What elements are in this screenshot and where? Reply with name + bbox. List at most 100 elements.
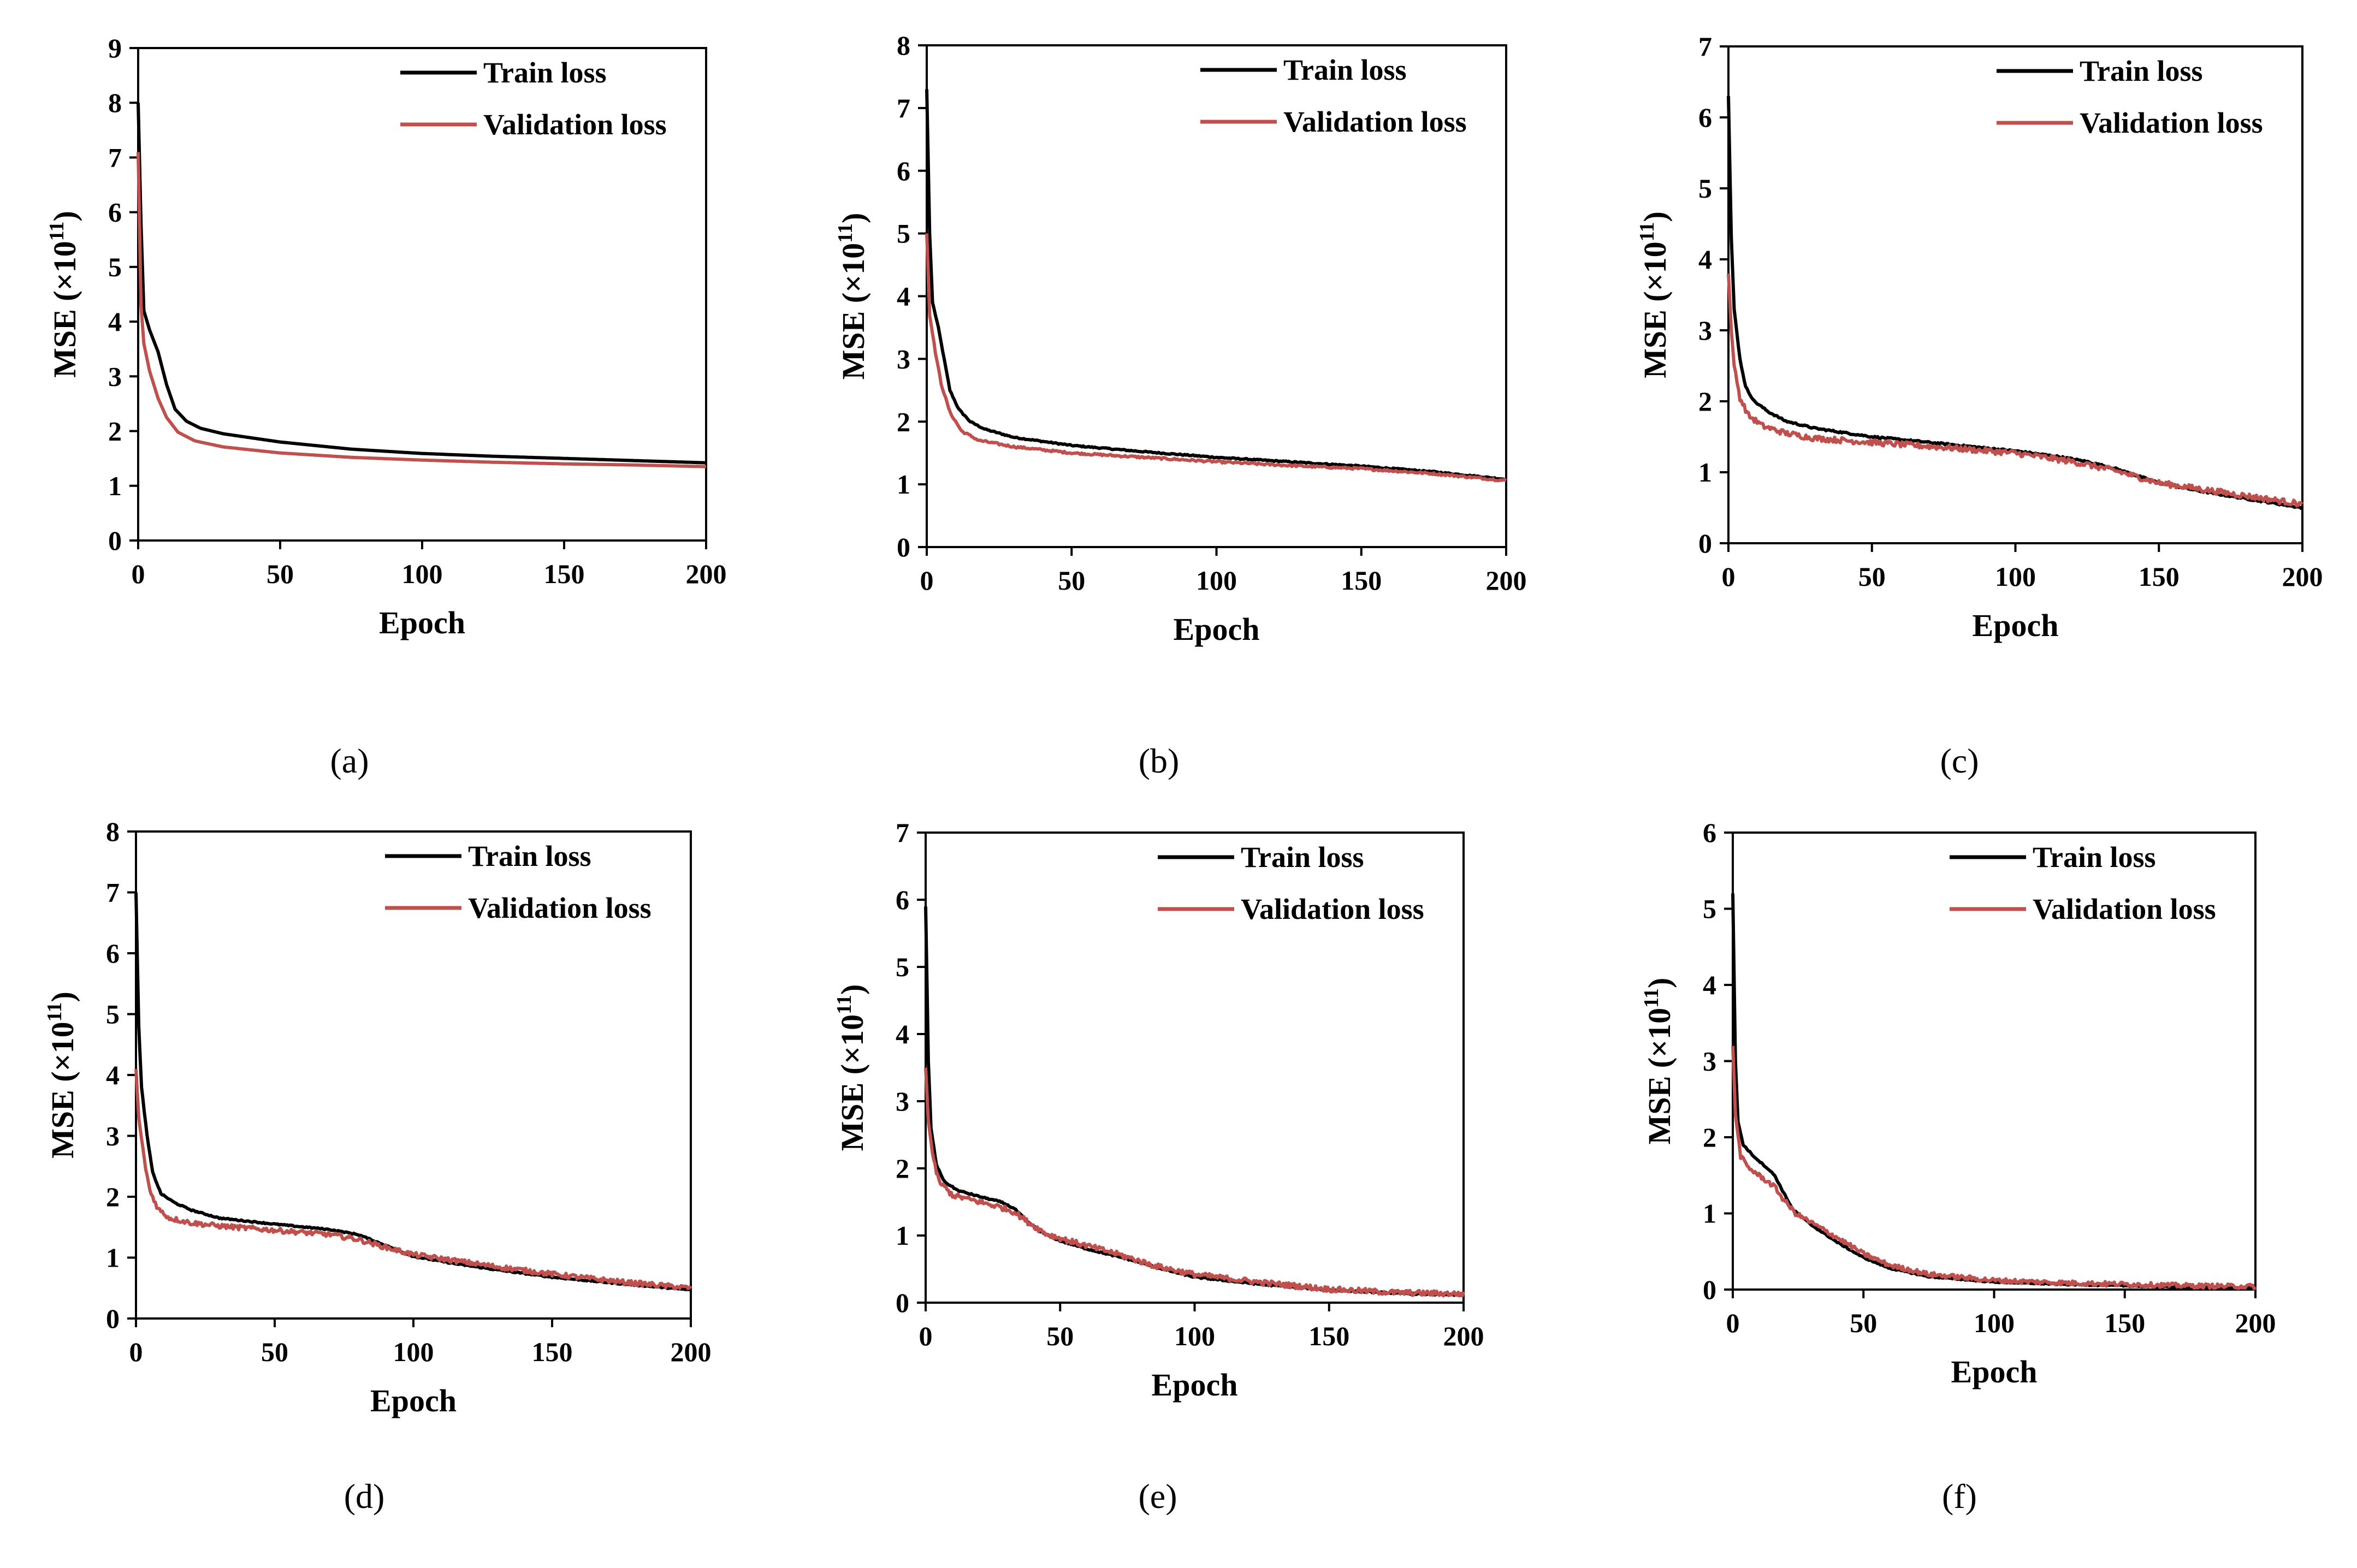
y-tick-label: 0 [897, 532, 910, 562]
x-tick-label: 50 [1850, 1308, 1877, 1338]
y-tick-label: 4 [106, 1060, 120, 1090]
series-line-validation-loss [924, 1067, 1465, 1298]
x-tick-label: 100 [1196, 565, 1237, 596]
chart-panel-f: 0 1 2 3 4 5 6 0 50 100 150 200 Epoch MSE (×1011) Train… [1640, 817, 2276, 1516]
legend-label: Validation loss [1241, 893, 1424, 925]
panel-caption: (a) [330, 741, 369, 780]
x-tick-label: 0 [1722, 561, 1736, 592]
y-tick-label: 5 [897, 218, 910, 249]
y-tick-label: 2 [897, 406, 910, 437]
x-axis-label: Epoch [1951, 1354, 2038, 1389]
x-axis-label: Epoch [1973, 608, 2059, 643]
y-tick-label: 0 [1703, 1274, 1716, 1305]
series-line-train-loss [137, 103, 707, 465]
y-tick-label: 3 [1698, 315, 1712, 346]
y-tick-label: 0 [896, 1287, 909, 1318]
x-tick-label: 150 [2104, 1308, 2145, 1338]
legend-label: Validation loss [483, 108, 667, 141]
series-line-validation-loss [137, 152, 707, 468]
y-tick-label: 4 [1698, 244, 1712, 275]
legend-label: Train loss [2033, 841, 2156, 874]
y-tick-label: 6 [108, 197, 122, 228]
x-tick-label: 150 [532, 1337, 573, 1367]
x-tick-label: 0 [919, 1321, 933, 1351]
y-tick-label: 5 [1703, 894, 1716, 924]
y-tick-label: 4 [897, 281, 910, 312]
x-tick-label: 200 [2235, 1308, 2276, 1338]
y-tick-label: 2 [106, 1181, 120, 1212]
y-tick-label: 2 [1703, 1122, 1716, 1153]
y-tick-label: 4 [1703, 970, 1716, 1000]
y-tick-label: 4 [896, 1019, 909, 1049]
x-tick-label: 200 [2282, 561, 2323, 592]
series-line-train-loss [925, 89, 1507, 482]
y-tick-label: 3 [896, 1086, 909, 1116]
x-tick-label: 100 [393, 1337, 434, 1367]
y-tick-label: 0 [106, 1303, 120, 1334]
x-tick-label: 50 [261, 1337, 288, 1367]
x-tick-label: 150 [1341, 565, 1382, 596]
y-tick-label: 1 [897, 469, 910, 500]
series-line-validation-loss [925, 233, 1507, 483]
y-tick-label: 7 [1698, 31, 1712, 62]
y-tick-label: 5 [106, 999, 120, 1030]
legend-label: Validation loss [1283, 105, 1467, 138]
legend-label: Train loss [1283, 54, 1407, 86]
x-axis-label: Epoch [370, 1383, 457, 1418]
y-axis-label: MSE (×1011) [834, 213, 871, 380]
x-tick-label: 50 [1858, 561, 1886, 592]
chart-panel-e: 0 1 2 3 4 5 6 7 0 50 100 150 200 Epoch MSE (×1011) Trai… [833, 817, 1484, 1516]
x-tick-label: 150 [2139, 561, 2180, 592]
y-tick-label: 6 [897, 156, 910, 186]
y-tick-label: 1 [1698, 457, 1712, 488]
series-line-validation-loss [134, 1068, 692, 1291]
y-tick-label: 2 [896, 1153, 909, 1184]
x-tick-label: 50 [1058, 565, 1085, 596]
y-tick-label: 1 [1703, 1198, 1716, 1229]
series-line-train-loss [134, 892, 692, 1292]
x-tick-label: 0 [129, 1337, 143, 1367]
x-tick-label: 0 [1726, 1308, 1740, 1338]
y-tick-label: 0 [1698, 528, 1712, 559]
y-tick-label: 4 [108, 306, 122, 337]
series-line-validation-loss [1731, 1046, 2257, 1291]
y-tick-label: 8 [106, 816, 120, 847]
y-tick-label: 7 [896, 817, 909, 848]
y-tick-label: 8 [897, 30, 910, 61]
y-tick-label: 1 [896, 1220, 909, 1251]
chart-panel-c: 0 1 2 3 4 5 6 7 0 50 100 150 200 Epoch MSE (×1011) Trai… [1636, 31, 2323, 780]
y-tick-label: 3 [108, 361, 122, 391]
y-tick-label: 0 [108, 525, 122, 556]
y-axis-label: MSE (×1011) [43, 991, 80, 1159]
y-tick-label: 8 [108, 87, 122, 118]
x-tick-label: 100 [1974, 1308, 2015, 1338]
y-tick-label: 3 [1703, 1046, 1716, 1077]
x-axis-label: Epoch [1152, 1367, 1238, 1403]
legend-label: Validation loss [468, 892, 652, 924]
x-tick-label: 200 [671, 1337, 712, 1367]
y-axis-label: MSE (×1011) [1636, 211, 1673, 378]
x-axis-label: Epoch [379, 605, 465, 640]
chart-panel-d: 0 1 2 3 4 5 6 7 8 0 50 100 150 200 Epoch MSE (×1011) Tra… [43, 816, 712, 1516]
panel-caption: (e) [1138, 1477, 1177, 1516]
chart-panel-a: 0 1 2 3 4 5 6 7 8 9 0 50 100 150 200 Epoch MSE (×1011) Tr… [45, 33, 727, 780]
y-tick-label: 7 [108, 142, 122, 173]
series-line-train-loss [924, 906, 1464, 1298]
x-tick-label: 200 [1443, 1321, 1484, 1351]
y-axis-label: MSE (×1011) [45, 211, 82, 378]
y-axis-label: MSE (×1011) [833, 984, 870, 1151]
y-tick-label: 6 [1703, 817, 1716, 848]
chart-panel-b: 0 1 2 3 4 5 6 7 8 0 50 100 150 200 Epoch MSE (×1011) Tra… [834, 30, 1527, 780]
y-tick-label: 3 [897, 343, 910, 374]
y-tick-label: 2 [1698, 386, 1712, 417]
y-tick-label: 7 [106, 877, 120, 908]
x-tick-label: 200 [686, 559, 727, 589]
series-line-train-loss [1731, 893, 2256, 1290]
x-tick-label: 100 [402, 559, 443, 589]
panel-caption: (b) [1139, 741, 1180, 780]
x-tick-label: 50 [267, 559, 294, 589]
legend-label: Train loss [2080, 55, 2203, 87]
panel-caption: (c) [1940, 741, 1979, 780]
series-line-validation-loss [1727, 273, 2303, 508]
